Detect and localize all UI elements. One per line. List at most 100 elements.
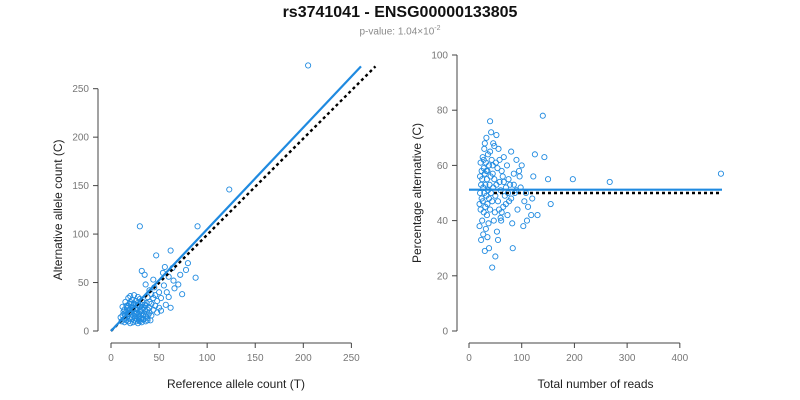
data-point xyxy=(493,131,500,139)
x-tick-label: 200 xyxy=(566,353,583,364)
y-tick-label: 100 xyxy=(431,51,448,62)
data-point xyxy=(194,223,201,230)
data-point xyxy=(510,170,517,177)
y-tick-label: 50 xyxy=(78,278,90,289)
p-value-text: p-value: 1.04×10 xyxy=(359,26,435,38)
data-point xyxy=(153,252,160,259)
data-point xyxy=(134,320,141,327)
data-point xyxy=(490,140,497,147)
data-point xyxy=(163,289,170,296)
x-tick-label: 150 xyxy=(247,353,264,364)
data-point xyxy=(479,154,486,161)
y-tick-label: 150 xyxy=(72,181,89,192)
data-point xyxy=(150,276,157,283)
chart-title: rs3741041 - ENSG00000133805 xyxy=(282,4,518,21)
y-tick-label: 80 xyxy=(437,106,449,117)
data-point xyxy=(483,167,490,174)
data-point xyxy=(486,181,493,188)
fit-line xyxy=(110,65,362,332)
data-point xyxy=(516,167,523,174)
x-tick-label: 100 xyxy=(199,353,216,364)
data-point xyxy=(192,274,199,281)
data-point xyxy=(494,236,502,243)
data-point xyxy=(483,134,490,141)
data-point xyxy=(226,186,233,193)
data-point xyxy=(717,170,724,177)
data-point xyxy=(157,307,165,314)
data-point xyxy=(175,281,182,288)
data-point xyxy=(482,203,489,210)
data-point xyxy=(520,223,527,230)
data-point xyxy=(305,62,312,69)
data-point xyxy=(507,181,514,188)
data-point xyxy=(130,312,137,319)
data-point xyxy=(139,312,146,319)
data-point xyxy=(136,223,143,230)
data-point xyxy=(179,291,186,298)
data-point xyxy=(490,217,497,224)
data-point xyxy=(494,165,501,172)
data-point xyxy=(498,167,505,174)
data-point xyxy=(184,260,191,267)
data-point xyxy=(500,178,507,186)
data-point xyxy=(481,247,488,255)
data-point xyxy=(142,281,149,288)
data-point xyxy=(531,151,538,158)
data-point xyxy=(494,198,502,205)
data-point xyxy=(148,312,155,319)
data-point xyxy=(504,212,511,219)
data-point xyxy=(509,245,516,252)
data-point xyxy=(477,173,484,180)
data-point xyxy=(529,195,536,202)
data-point xyxy=(483,212,490,219)
data-point xyxy=(488,189,495,197)
x-tick-label: 0 xyxy=(466,353,472,364)
data-point xyxy=(480,156,487,163)
data-point xyxy=(144,306,151,313)
data-point xyxy=(497,214,504,221)
data-point xyxy=(478,195,485,202)
data-point xyxy=(521,198,528,205)
data-point xyxy=(167,247,174,254)
x-tick-label: 300 xyxy=(619,353,636,364)
data-point xyxy=(478,236,485,243)
data-point xyxy=(492,253,499,260)
data-point xyxy=(162,301,169,308)
y-tick-label: 200 xyxy=(72,133,89,144)
data-point xyxy=(177,271,184,278)
data-point xyxy=(146,298,153,305)
data-point xyxy=(489,162,496,169)
x-axis-title: Total number of reads xyxy=(537,377,653,391)
data-point xyxy=(498,217,505,224)
data-point xyxy=(545,176,552,183)
data-point xyxy=(493,181,500,188)
data-point xyxy=(518,162,525,169)
data-point xyxy=(160,282,167,289)
p-value-subtitle: p-value: 1.04×10-2 xyxy=(0,25,800,37)
data-point xyxy=(156,289,163,296)
data-point xyxy=(534,212,541,219)
data-point xyxy=(479,217,486,224)
y-tick-label: 40 xyxy=(437,216,449,227)
data-point xyxy=(140,316,147,323)
data-point xyxy=(478,167,485,174)
data-point xyxy=(547,200,554,208)
data-point xyxy=(167,304,174,311)
data-point xyxy=(477,159,484,166)
data-point xyxy=(476,223,483,230)
data-point xyxy=(136,303,143,310)
data-point xyxy=(121,319,128,326)
data-point xyxy=(498,209,505,216)
data-point xyxy=(606,178,613,186)
data-point xyxy=(483,176,490,183)
data-point xyxy=(478,181,485,188)
data-point xyxy=(141,271,148,278)
p-value-exponent: -2 xyxy=(434,25,441,32)
data-point xyxy=(503,162,511,169)
data-point xyxy=(510,181,517,188)
data-point xyxy=(530,173,537,180)
y-tick-label: 0 xyxy=(442,327,448,338)
data-point xyxy=(491,176,498,183)
data-point xyxy=(476,200,483,208)
